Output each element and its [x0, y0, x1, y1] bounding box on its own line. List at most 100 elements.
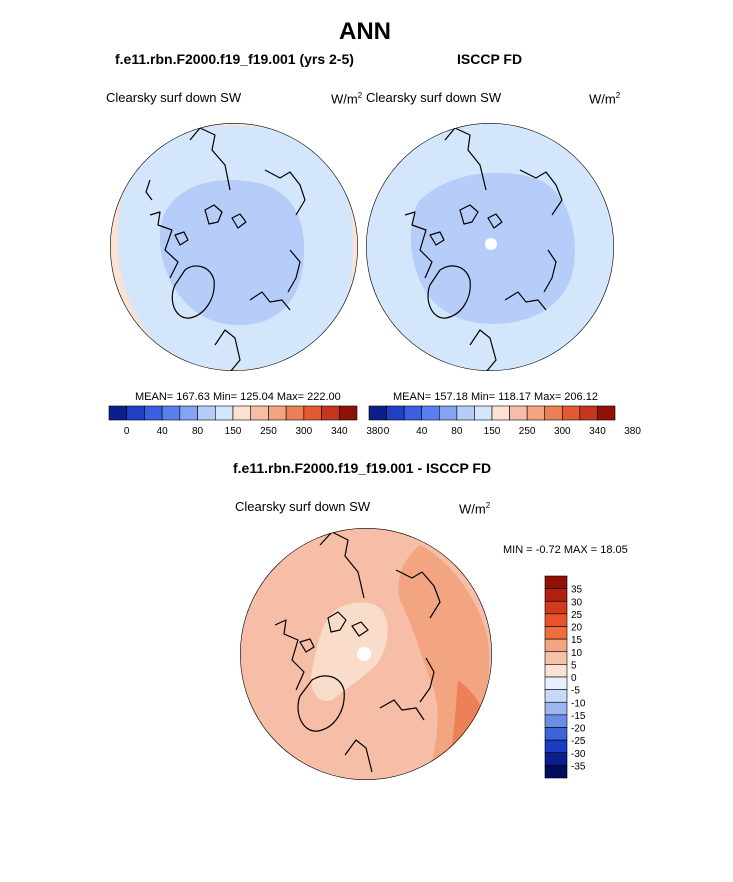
diff-colorbar-tick-label: 25: [571, 610, 583, 621]
diff-colorbar-tick-label: 30: [571, 597, 583, 608]
diff-colorbar-swatch: [544, 575, 568, 589]
diff-colorbar-swatch: [544, 714, 568, 728]
right-colorbar-swatch: [403, 405, 423, 421]
diff-colorbar-tick-label: 35: [571, 585, 583, 596]
right-colorbar-tick-label: 250: [519, 426, 536, 437]
diff-colorbar-swatch: [544, 626, 568, 640]
diff-colorbar-swatch: [544, 588, 568, 602]
right-colorbar-swatch: [509, 405, 528, 421]
left-colorbar-swatch: [126, 405, 145, 421]
right-colorbar-swatch: [386, 405, 405, 421]
right-colorbar-swatch: [474, 405, 493, 421]
diff-colorbar-swatch: [544, 701, 568, 716]
diff-colorbar-tick-label: -5: [571, 686, 580, 697]
right-case-title: ISCCP FD: [457, 51, 523, 67]
diff-field-label: Clearsky surf down SW: [235, 499, 371, 514]
right-colorbar-swatch: [491, 405, 510, 421]
left-colorbar-swatch: [179, 405, 198, 421]
left-colorbar-tick-label: 0: [124, 426, 130, 437]
diff-title: f.e11.rbn.F2000.f19_f19.001 - ISCCP FD: [233, 460, 492, 476]
diff-map-pole-hole: [357, 647, 371, 661]
right-colorbar-swatch: [561, 405, 581, 421]
diff-colorbar-tick-label: 0: [571, 673, 577, 684]
diff-units-label: W/m2: [459, 501, 491, 517]
diff-map: [240, 528, 492, 780]
left-colorbar-swatch: [232, 405, 252, 421]
diff-minmax: MIN = -0.72 MAX = 18.05: [503, 544, 628, 556]
right-colorbar-swatch: [526, 405, 546, 421]
left-map: [110, 123, 358, 371]
diff-colorbar-tick-label: -30: [571, 749, 586, 760]
right-colorbar-tick-label: 80: [451, 426, 463, 437]
left-colorbar-tick-label: 80: [192, 426, 204, 437]
diff-colorbar-swatch: [544, 676, 568, 690]
left-map-arctic-core: [159, 179, 305, 326]
left-colorbar-swatch: [285, 405, 305, 421]
left-colorbar-swatch: [250, 405, 269, 421]
diff-colorbar-tick-label: 10: [571, 648, 583, 659]
left-colorbar-swatch: [161, 405, 181, 421]
diff-colorbar-swatch: [544, 689, 568, 703]
left-colorbar-tick-label: 340: [331, 426, 348, 437]
diff-colorbar-swatch: [544, 739, 568, 754]
left-colorbar-swatch: [214, 405, 234, 421]
left-colorbar: 0 40 80 150 250 300 340 380: [108, 405, 383, 437]
right-colorbar: 0 40 80 150 250 300 340 380: [368, 405, 641, 437]
left-colorbar-swatch: [303, 405, 322, 421]
diff-colorbar-tick-label: -10: [571, 698, 586, 709]
right-colorbar-swatch: [456, 405, 475, 421]
right-units-label: W/m2: [589, 91, 621, 107]
left-colorbar-tick-label: 380: [366, 426, 383, 437]
right-colorbar-tick-label: 0: [384, 426, 390, 437]
diff-colorbar-swatch: [544, 752, 568, 766]
right-map-pole-hole: [485, 238, 497, 250]
right-map: [366, 123, 614, 371]
diff-colorbar-tick-label: -25: [571, 736, 586, 747]
diff-colorbar-swatch: [544, 727, 568, 741]
diff-map-coastlines: [274, 531, 441, 773]
left-map-coastlines: [145, 127, 306, 371]
left-colorbar-swatch: [108, 405, 128, 421]
diff-colorbar-tick-label: -20: [571, 724, 586, 735]
left-colorbar-tick-label: 40: [157, 426, 169, 437]
diff-colorbar-swatch: [544, 651, 568, 665]
right-colorbar-swatch: [438, 405, 458, 421]
left-colorbar-tick-label: 300: [296, 426, 313, 437]
diff-colorbar-swatch: [544, 600, 568, 615]
left-colorbar-swatch: [197, 405, 216, 421]
left-colorbar-swatch: [144, 405, 163, 421]
diff-colorbar-tick-label: 5: [571, 660, 577, 671]
right-colorbar-swatch: [597, 405, 616, 421]
diff-colorbar-tick-label: -35: [571, 761, 586, 772]
diff-colorbar-tick-label: 15: [571, 635, 583, 646]
left-colorbar-tick-label: 150: [225, 426, 242, 437]
right-colorbar-swatch: [544, 405, 563, 421]
left-case-title: f.e11.rbn.F2000.f19_f19.001 (yrs 2-5): [115, 51, 354, 67]
diff-colorbar-tick-label: -15: [571, 711, 586, 722]
right-stats: MEAN= 157.18 Min= 118.17 Max= 206.12: [393, 391, 598, 403]
right-colorbar-tick-label: 340: [589, 426, 606, 437]
right-colorbar-swatch: [368, 405, 387, 421]
left-colorbar-swatch: [338, 405, 358, 421]
diff-colorbar-swatch: [544, 638, 568, 653]
left-units-label: W/m2: [331, 91, 363, 107]
right-colorbar-swatch: [421, 405, 440, 421]
diff-colorbar-swatch: [544, 765, 568, 779]
right-colorbar-tick-label: 40: [416, 426, 428, 437]
left-colorbar-tick-label: 250: [260, 426, 277, 437]
right-colorbar-tick-label: 150: [484, 426, 501, 437]
diff-colorbar-swatch: [544, 613, 568, 627]
right-field-label: Clearsky surf down SW: [366, 90, 502, 105]
main-title: ANN: [339, 18, 391, 45]
diff-colorbar-swatch: [544, 664, 568, 678]
right-colorbar-tick-label: 380: [624, 426, 641, 437]
left-field-label: Clearsky surf down SW: [106, 90, 242, 105]
left-colorbar-swatch: [268, 405, 287, 421]
diff-colorbar-tick-label: 20: [571, 623, 583, 634]
right-colorbar-swatch: [579, 405, 598, 421]
left-colorbar-swatch: [321, 405, 340, 421]
right-map-coastlines: [404, 127, 563, 371]
right-colorbar-tick-label: 300: [554, 426, 571, 437]
